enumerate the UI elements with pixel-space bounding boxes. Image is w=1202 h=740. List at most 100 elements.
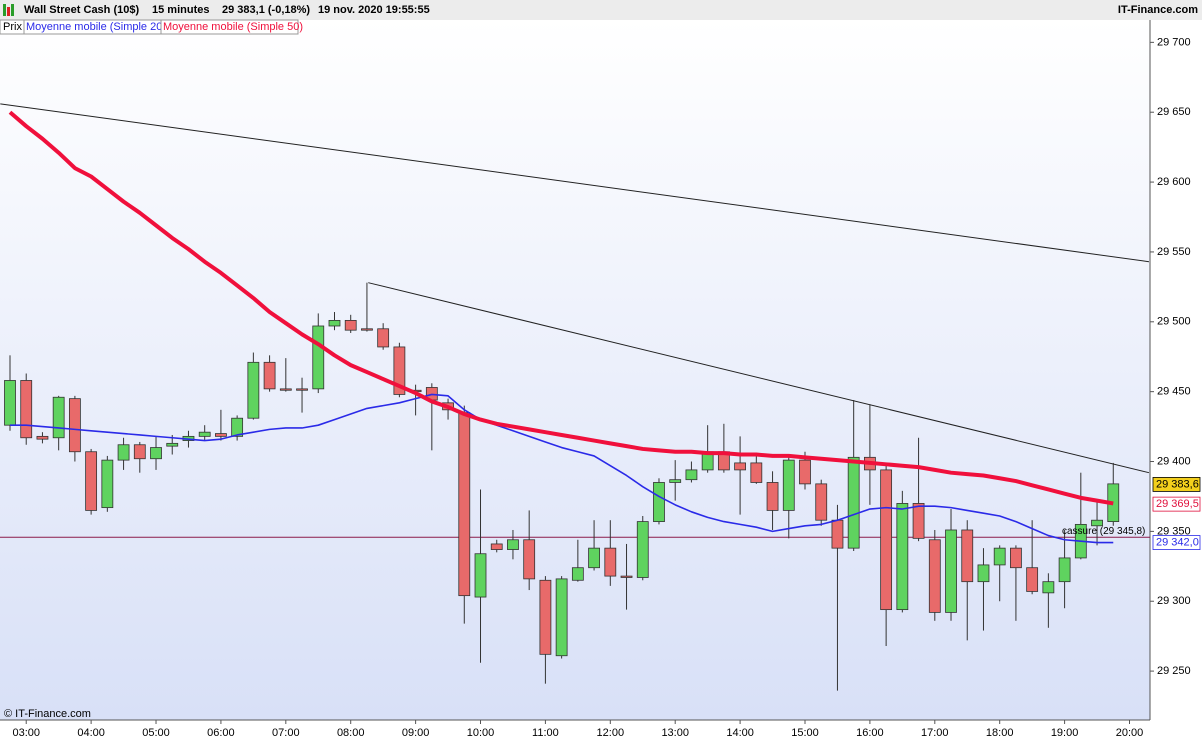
y-tick-label: 29 400 <box>1157 455 1191 467</box>
window-icons <box>3 4 14 16</box>
x-tick-label: 08:00 <box>337 727 365 739</box>
candle-body <box>133 444 146 460</box>
candle-body <box>766 482 779 511</box>
y-tick-label: 29 450 <box>1157 386 1191 398</box>
candle-body <box>945 529 957 613</box>
candle-body <box>458 412 471 597</box>
candle-body <box>328 319 341 327</box>
moving-average <box>8 110 1114 506</box>
x-tick-label: 13:00 <box>661 727 689 739</box>
candle-body <box>977 564 990 583</box>
candle-body <box>831 519 844 549</box>
x-tick-label: 12:00 <box>597 727 625 739</box>
candle-body <box>263 361 276 390</box>
candle-body <box>636 521 649 578</box>
candle-body <box>52 396 65 439</box>
candle-body <box>669 479 682 483</box>
interval: 15 minutes <box>152 4 209 16</box>
candle-body <box>620 575 633 578</box>
candle-body <box>523 539 536 580</box>
candle-body <box>539 579 552 655</box>
header-bar <box>0 0 1202 20</box>
candle-body <box>490 543 503 550</box>
plot-area <box>0 20 1150 720</box>
candle-body <box>880 469 893 611</box>
x-tick-label: 14:00 <box>726 727 754 739</box>
x-tick-label: 20:00 <box>1116 727 1144 739</box>
x-tick-label: 16:00 <box>856 727 884 739</box>
candle-body <box>782 459 795 511</box>
candle-body <box>198 431 211 437</box>
x-axis-area <box>0 720 1150 740</box>
candle-body <box>279 388 292 391</box>
x-tick-label: 11:00 <box>532 727 559 739</box>
x-tick-label: 09:00 <box>402 727 430 739</box>
candle-body <box>799 459 811 485</box>
x-tick-label: 05:00 <box>142 727 170 739</box>
candle-body <box>377 328 390 348</box>
candle-body <box>1010 547 1022 569</box>
x-tick-label: 07:00 <box>272 727 300 739</box>
price-marker-label: 29 369,5 <box>1156 498 1199 510</box>
y-tick-label: 29 600 <box>1157 176 1191 188</box>
candle-body <box>296 388 308 391</box>
x-tick-label: 10:00 <box>467 727 495 739</box>
candle-body <box>912 503 925 539</box>
x-tick-label: 06:00 <box>207 727 235 739</box>
y-tick-label: 29 500 <box>1157 316 1191 328</box>
y-tick-label: 29 700 <box>1157 36 1191 48</box>
candle-body <box>20 380 33 439</box>
price-marker-box <box>1152 496 1201 512</box>
trend-line <box>0 103 1150 263</box>
legend-entry: Moyenne mobile (Simple 20) <box>26 21 166 33</box>
candle-body <box>555 578 568 657</box>
candle-body <box>117 444 130 461</box>
candle-body <box>312 325 325 390</box>
candle-body <box>215 433 227 437</box>
candle-body <box>1042 581 1055 594</box>
candle-body <box>344 319 357 331</box>
price-marker-label: 29 383,6 <box>1156 478 1199 490</box>
candle-body <box>571 567 584 581</box>
y-tick-label: 29 350 <box>1157 525 1191 537</box>
price-marker-box <box>1152 535 1201 550</box>
x-tick-label: 03:00 <box>12 727 40 739</box>
source: © IT-Finance.com <box>4 708 91 720</box>
timestamp: 19 nov. 2020 19:55:55 <box>318 4 430 16</box>
candle-body <box>588 547 600 569</box>
candle-body <box>896 503 909 611</box>
candle-body <box>847 456 860 549</box>
candle-body <box>1091 519 1103 527</box>
legend-price: Prix <box>3 21 22 33</box>
candle-body <box>150 447 162 460</box>
y-tick-label: 29 650 <box>1157 106 1191 118</box>
candle-body <box>685 469 698 481</box>
candle-body <box>507 539 519 550</box>
x-tick-label: 04:00 <box>77 727 105 739</box>
trend-line <box>368 282 1150 474</box>
instrument-title: Wall Street Cash (10$) <box>24 4 139 16</box>
x-tick-label: 18:00 <box>986 727 1014 739</box>
y-tick-label: 29 300 <box>1157 595 1191 607</box>
moving-average <box>9 393 1114 544</box>
candle-body <box>1058 557 1071 583</box>
candle-body <box>993 547 1006 566</box>
candle-body <box>393 346 406 395</box>
quote: 29 383,1 (-0,18%) <box>222 4 310 16</box>
x-tick-label: 15:00 <box>791 727 819 739</box>
candle-body <box>231 417 244 437</box>
candle-body <box>604 547 617 577</box>
y-tick-label: 29 250 <box>1157 665 1191 677</box>
candle-body <box>653 482 665 522</box>
candle-body <box>166 442 179 447</box>
candle-body <box>247 361 260 419</box>
candle-body <box>734 462 747 471</box>
candle-body <box>361 328 373 331</box>
candle-body <box>4 380 16 426</box>
price-marker-label: 29 342,0 <box>1156 536 1199 548</box>
legend-entry: Moyenne mobile (Simple 50) <box>163 21 303 33</box>
candle-body <box>750 462 763 483</box>
candle-body <box>101 459 114 509</box>
plot <box>0 103 1150 691</box>
